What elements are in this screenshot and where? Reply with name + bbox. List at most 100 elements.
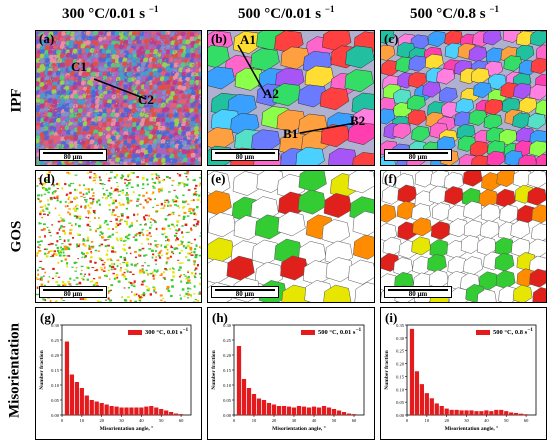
- texture-dot: [112, 120, 114, 122]
- grain: [36, 38, 40, 45]
- deformed-grain: [68, 208, 71, 210]
- grain: [51, 85, 57, 91]
- texture-dot: [97, 46, 99, 48]
- deformed-grain: [156, 178, 160, 180]
- grain: [65, 52, 71, 58]
- deformed-grain: [172, 211, 175, 213]
- deformed-grain: [82, 243, 85, 246]
- texture-dot: [134, 92, 136, 94]
- histogram-bar: [246, 388, 252, 415]
- texture-dot: [149, 157, 151, 160]
- grain: [77, 126, 83, 132]
- histogram-bar: [154, 407, 159, 415]
- texture-dot: [95, 97, 97, 100]
- histogram-bar: [449, 409, 454, 415]
- grain: [144, 153, 150, 160]
- texture-dot: [110, 158, 112, 161]
- scale-bar-line: [43, 152, 103, 154]
- texture-dot: [84, 136, 86, 138]
- texture-dot: [157, 147, 159, 149]
- scale-bar-line: [388, 289, 448, 291]
- texture-dot: [100, 99, 102, 101]
- deformed-grain: [149, 293, 153, 296]
- deformed-grain: [142, 293, 146, 296]
- deformed-grain: [167, 204, 169, 207]
- deformed-grain: [38, 266, 42, 269]
- deformed-grain: [115, 231, 118, 234]
- deformed-grain: [71, 266, 74, 268]
- texture-dot: [103, 41, 105, 43]
- grain: [136, 63, 142, 69]
- texture-dot: [123, 84, 125, 86]
- deformed-grain: [44, 252, 47, 255]
- texture-dot: [155, 107, 158, 109]
- histogram-bar: [514, 412, 519, 415]
- deformed-grain: [88, 212, 92, 214]
- panel-label-e: (e): [211, 171, 226, 186]
- texture-dot: [72, 68, 74, 71]
- grain: [530, 57, 546, 75]
- texture-dot: [122, 43, 124, 45]
- deformed-grain: [173, 247, 177, 250]
- grain: [82, 121, 88, 127]
- grain: [56, 161, 62, 165]
- grain: [43, 121, 49, 128]
- histogram-bar: [494, 409, 499, 415]
- deformed-grain: [75, 216, 79, 219]
- deformed-grain: [36, 286, 39, 289]
- texture-dot: [194, 73, 196, 75]
- grain: [120, 112, 126, 118]
- texture-dot: [160, 126, 162, 129]
- texture-dot: [198, 133, 200, 135]
- deformed-grain: [176, 238, 179, 241]
- texture-dot: [59, 104, 61, 106]
- texture-dot: [57, 144, 59, 146]
- deformed-grain: [99, 301, 102, 302]
- texture-dot: [135, 127, 137, 129]
- grain: [90, 71, 96, 77]
- grain: [72, 99, 78, 106]
- deformed-grain: [152, 191, 155, 194]
- texture-dot: [101, 119, 103, 121]
- grain: [120, 75, 126, 81]
- deformed-grain: [46, 179, 50, 182]
- texture-dot: [156, 103, 158, 105]
- grain: [40, 40, 46, 46]
- deformed-grain: [149, 198, 152, 201]
- texture-dot: [143, 90, 145, 92]
- deformed-grain: [106, 223, 109, 226]
- grain: [98, 131, 104, 137]
- deformed-grain: [115, 199, 117, 203]
- deformed-grain: [125, 220, 128, 223]
- deformed-grain: [42, 275, 45, 277]
- texture-dot: [192, 46, 194, 48]
- deformed-grain: [126, 270, 129, 273]
- deformed-grain: [132, 191, 135, 194]
- deformed-grain: [60, 225, 63, 228]
- texture-dot: [118, 104, 120, 106]
- deformed-grain: [115, 206, 118, 209]
- texture-dot: [103, 53, 105, 56]
- grain: [164, 39, 170, 45]
- y-tick-label: 0.00: [51, 413, 60, 418]
- deformed-grain: [156, 246, 159, 248]
- texture-dot: [135, 64, 138, 66]
- grain: [61, 31, 67, 37]
- grain: [45, 45, 51, 51]
- histogram-bar: [119, 407, 124, 415]
- grain: [529, 140, 546, 157]
- texture-dot: [158, 130, 161, 132]
- grain: [144, 38, 150, 44]
- texture-dot: [76, 78, 78, 80]
- grain: [194, 163, 199, 165]
- grain: [114, 112, 120, 118]
- deformed-grain: [189, 212, 193, 215]
- grain: [250, 196, 279, 222]
- deformed-grain: [138, 234, 141, 237]
- deformed-grain: [107, 286, 110, 289]
- texture-dot: [64, 44, 66, 46]
- deformed-grain: [60, 260, 63, 263]
- deformed-grain: [56, 197, 59, 199]
- texture-dot: [52, 107, 54, 110]
- deformed-grain: [94, 174, 97, 177]
